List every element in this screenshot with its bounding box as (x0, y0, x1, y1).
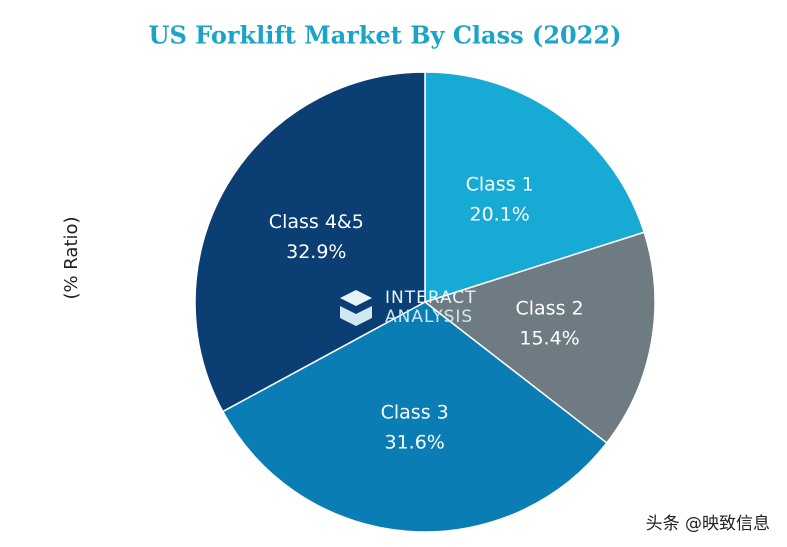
slice-label: Class 2 (515, 298, 583, 320)
logo: INTERACT ANALYSIS (340, 288, 477, 327)
slice-label: Class 3 (381, 402, 449, 424)
value-label: 15.4% (519, 328, 579, 350)
pie-slice (194, 71, 426, 413)
value-label: 31.6% (384, 432, 444, 454)
slice-label: Class 1 (466, 173, 534, 195)
logo-icon (340, 290, 372, 306)
value-label: 20.1% (469, 203, 529, 225)
y-axis-label: (% Ratio) (61, 216, 82, 299)
logo-icon (340, 306, 372, 326)
watermark: 头条 @映致信息 (646, 514, 770, 534)
logo-text: INTERACT (385, 288, 477, 308)
slice-label: Class 4&5 (269, 211, 364, 233)
labels: Class 1 20.1% Class 2 15.4% Class 3 31.6% Clas… (269, 173, 584, 453)
chart-title: US Forklift Market By Class (2022) (149, 21, 622, 50)
pie-slice (424, 71, 646, 304)
logo-text: ANALYSIS (385, 307, 473, 327)
pie (194, 71, 656, 533)
pie-slice (221, 301, 608, 533)
pie-slice (423, 231, 656, 445)
value-label: 32.9% (286, 241, 346, 263)
